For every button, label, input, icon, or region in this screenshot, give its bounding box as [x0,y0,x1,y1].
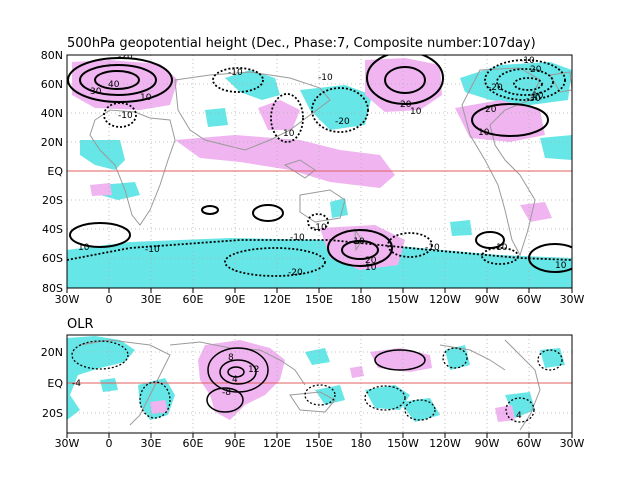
top-contour-label: -10 [520,56,535,66]
top-positive-contours [67,55,572,273]
lon-label: 0 [106,293,113,306]
top-contour-label: 20 [400,100,412,110]
lat-label: 40N [41,107,63,120]
lat-label: EQ [47,165,63,178]
top-contour-label: -10 [290,233,305,243]
lat-label: 80S [42,282,63,295]
lat-label: 40S [42,223,63,236]
top-contour-label: -10 [228,68,243,78]
bottom-lat-labels: 20N EQ 20S [41,346,64,420]
top-contour-label: -10 [425,243,440,253]
top-contour-label: 20 [485,105,497,115]
lon-label: 120E [263,293,291,306]
bottom-positive-contours [206,347,426,413]
lon-label: 180 [351,293,372,306]
lon-label: 120W [429,437,461,450]
bottom-map-panel: -4 8 12 4 -8 4 [67,335,572,433]
bottom-contour-label: 12 [248,365,259,375]
lon-label: 30E [141,293,162,306]
top-contour-label: 10 [140,93,152,103]
top-contour-label: 10 [78,243,90,253]
lon-label: 30W [560,437,585,450]
top-contour-label: 10 [555,261,567,271]
lon-label: 0 [106,437,113,450]
top-contour-label: 20 [530,65,542,75]
lon-label: 150W [387,437,419,450]
top-ticks [66,288,573,293]
lon-label: 90W [475,437,500,450]
lat-label: 20N [41,136,63,149]
lat-label: 80N [41,49,63,62]
top-contour-label: 40 [108,80,120,90]
top-contour-label: -30 [526,94,541,104]
lat-label: 20S [42,407,63,420]
bottom-contour-label: -8 [222,388,231,398]
lon-label: 120W [429,293,461,306]
top-contour-label: -10 [118,111,133,121]
top-contour-label: 10 [532,91,544,101]
lat-label: EQ [47,377,63,390]
top-map-panel: -20 40 30 -10 10 -10 -10 20 10 -20 -10 2… [67,52,572,288]
lon-label: 150E [305,293,333,306]
lat-label: 60S [42,252,63,265]
lon-label: 60E [183,293,204,306]
top-contour-label: 10 [283,129,295,139]
top-contour-label: -20 [488,83,503,93]
bottom-positive-shading [150,340,515,422]
top-lat-labels: 80N 60N 40N 20N EQ 20S 40S 60S 80S [41,49,64,295]
lon-label: 90E [225,437,246,450]
bottom-ticks [66,433,573,438]
lon-label: 60W [517,437,542,450]
lat-label: 60N [41,78,63,91]
bottom-grid [67,335,572,433]
bottom-contour-label: 4 [516,411,522,421]
top-contour-label: 20 [365,256,377,266]
lat-label: 20S [42,194,63,207]
bottom-negative-contours [71,340,563,423]
top-lon-labels: 30W 0 30E 60E 90E 120E 150E 180 150W 120… [55,293,585,306]
top-negative-contours [67,59,572,277]
top-contour-label: 10 [478,128,490,138]
lon-label: 30W [560,293,585,306]
bottom-coastlines [79,339,541,431]
lon-label: 180 [351,437,372,450]
bottom-panel-title: OLR [67,317,94,332]
lon-label: 30E [141,437,162,450]
top-contour-label: -10 [350,237,365,247]
top-contour-label: 10 [410,107,422,117]
bottom-contour-label: -4 [72,379,81,389]
lat-label: 20N [41,346,63,359]
top-contour-label: -10 [312,223,327,233]
lon-label: 150W [387,293,419,306]
top-contour-label: 10 [496,243,508,253]
lon-label: 60E [183,437,204,450]
lon-label: 90W [475,293,500,306]
top-contour-label: 30 [90,87,102,97]
lon-label: 120E [263,437,291,450]
top-contour-label: -20 [288,268,303,278]
top-contour-label: -20 [335,117,350,127]
top-contour-label: 10 [365,263,377,273]
top-contour-labels: -20 40 30 -10 10 -10 -10 20 10 -20 -10 2… [78,52,567,278]
top-panel-title: 500hPa geopotential height (Dec., Phase:… [67,36,536,51]
bottom-lon-labels: 30W 0 30E 60E 90E 120E 150E 180 150W 120… [55,437,585,450]
bottom-contour-label: 8 [228,353,234,363]
bottom-contour-label: 4 [232,375,238,385]
bottom-contour-labels: -4 8 12 4 -8 4 [72,353,522,421]
lon-label: 90E [225,293,246,306]
top-contour-label: -20 [118,52,133,62]
lon-label: 150E [305,437,333,450]
top-contour-label: -10 [318,73,333,83]
lon-label: 60W [517,293,542,306]
lon-label: 30W [55,293,80,306]
lon-label: 30W [55,437,80,450]
top-contour-label: -10 [145,245,160,255]
